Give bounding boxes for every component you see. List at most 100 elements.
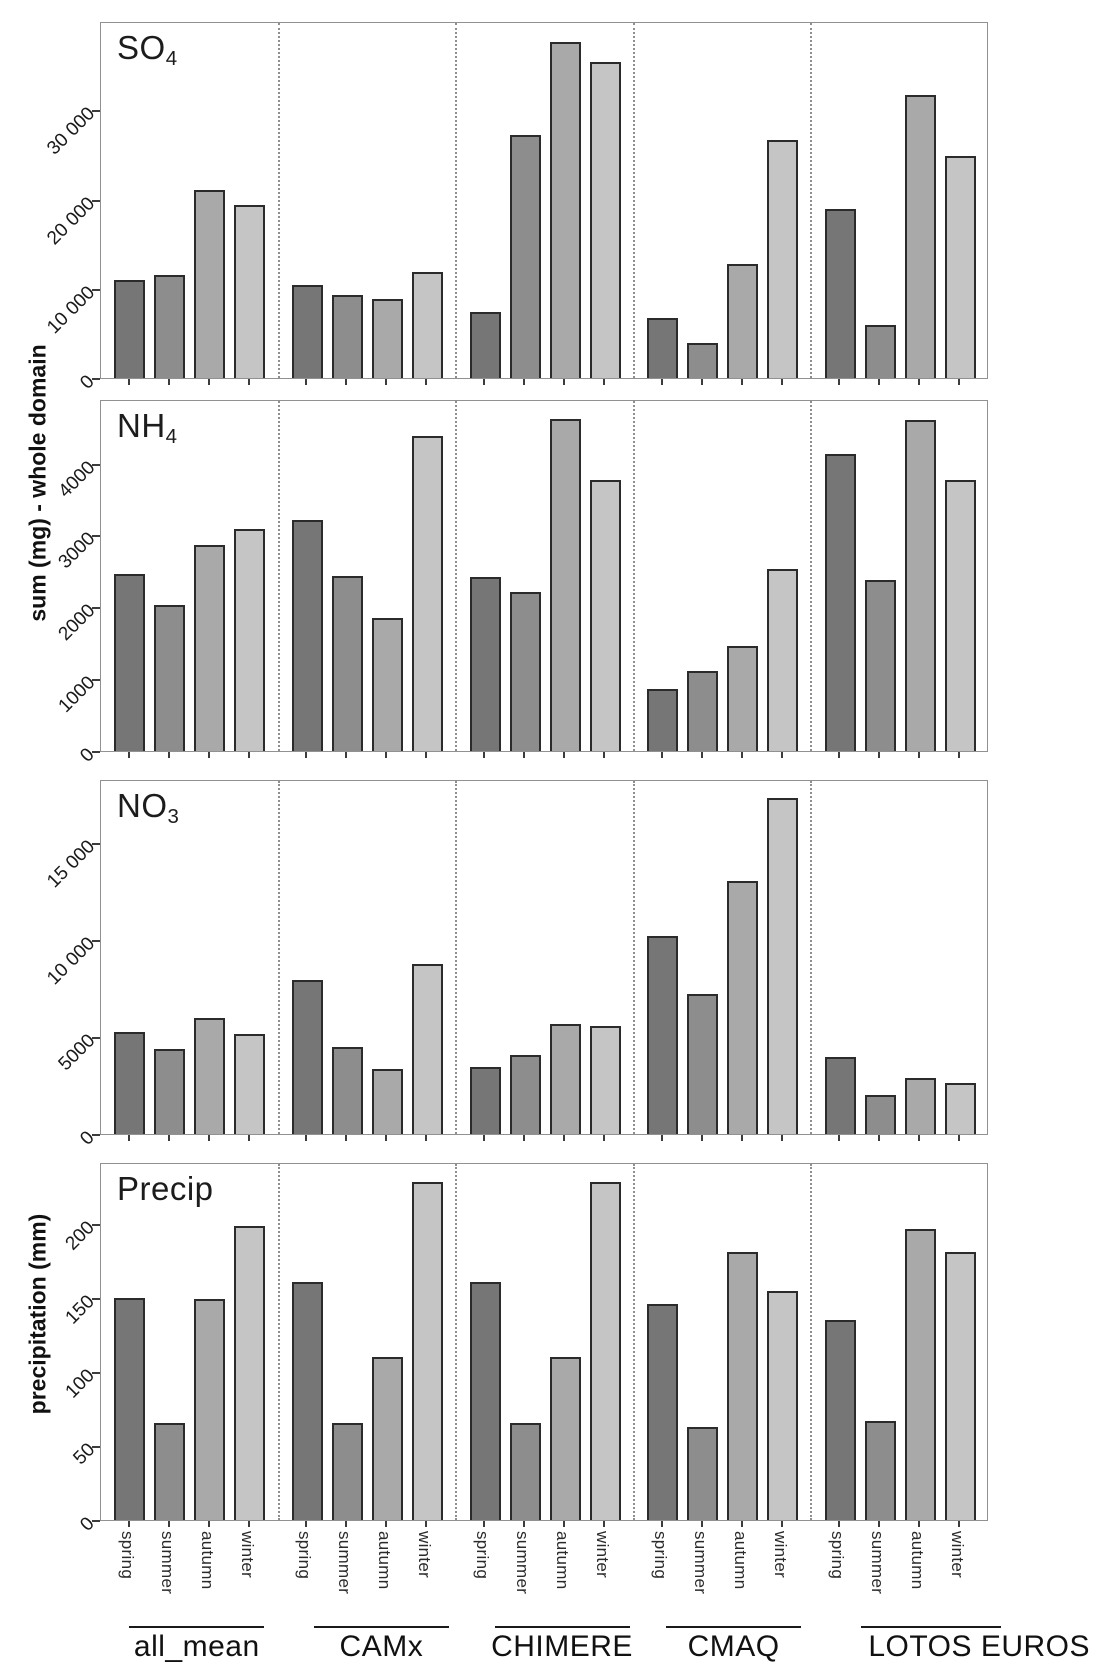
bar-Precip-CMAQ-spring: [647, 1303, 679, 1520]
bar-Precip-CHIMERE-summer: [509, 1422, 541, 1520]
bar-SO4-CHIMERE-winter: [589, 62, 621, 378]
bar-NH4-CMAQ-summer: [687, 671, 719, 751]
x-tick-mark: [918, 1135, 921, 1141]
x-tick-mark: [127, 1135, 130, 1141]
bar-Precip-CHIMERE-autumn: [549, 1356, 581, 1520]
bar-NO3-CHIMERE-autumn: [549, 1024, 581, 1134]
y-tick-label: 10 000: [43, 281, 100, 338]
y-tick-label: 0: [76, 1127, 100, 1150]
x-tick-mark: [838, 1521, 841, 1527]
y-tick-label: 20 000: [43, 192, 100, 249]
x-tick-mark: [483, 379, 485, 385]
x-tick-mark: [425, 379, 428, 385]
season-label-winter: winter: [948, 1531, 968, 1579]
x-tick-mark: [780, 1521, 783, 1527]
y-tick-label: 10 000: [43, 933, 100, 990]
x-tick-mark: [603, 379, 605, 385]
bar-SO4-CHIMERE-summer: [509, 134, 541, 378]
group-divider: [632, 23, 635, 378]
x-tick-mark: [740, 1521, 743, 1527]
bar-Precip-LOTOS_EUROS-autumn: [904, 1228, 936, 1520]
y-tick-mark: [92, 679, 100, 682]
season-label-winter: winter: [415, 1531, 435, 1579]
bar-NO3-all_mean-summer: [154, 1049, 186, 1134]
season-label-summer: summer: [690, 1531, 710, 1595]
panel-title-SO4: SO4: [117, 29, 178, 70]
x-tick-mark: [207, 1521, 210, 1527]
x-tick-mark: [958, 1135, 961, 1141]
bar-SO4-all_mean-summer: [154, 275, 186, 378]
x-tick-mark: [483, 752, 485, 758]
y-tick-label: 200: [61, 1217, 100, 1255]
group-label-CHIMERE: CHIMERE: [491, 1630, 633, 1663]
bar-NO3-all_mean-spring: [114, 1031, 146, 1134]
bar-NO3-CHIMERE-summer: [509, 1054, 541, 1134]
y-tick-mark: [92, 110, 100, 113]
season-label-spring: spring: [650, 1531, 670, 1580]
group-underline-CMAQ: [666, 1626, 802, 1628]
group-label-CAMx: CAMx: [339, 1630, 424, 1663]
bar-Precip-LOTOS_EUROS-spring: [824, 1319, 856, 1520]
x-tick-mark: [918, 752, 921, 758]
x-tick-mark: [740, 1135, 743, 1141]
bar-SO4-CAMx-summer: [331, 295, 363, 378]
bar-Precip-CAMx-summer: [331, 1422, 363, 1520]
panel-title-subscript: 4: [165, 424, 178, 448]
season-label-autumn: autumn: [908, 1531, 928, 1590]
y-axis-title-sum: sum (mg) - whole domain: [24, 344, 51, 622]
bar-NH4-all_mean-autumn: [194, 545, 226, 751]
bar-NH4-CAMx-summer: [331, 576, 363, 751]
bar-NO3-CMAQ-spring: [647, 936, 679, 1134]
bar-SO4-all_mean-spring: [114, 280, 146, 378]
y-tick-mark: [92, 940, 100, 942]
bar-SO4-LOTOS_EUROS-spring: [824, 209, 856, 378]
x-tick-mark: [305, 1521, 308, 1527]
x-tick-mark: [483, 1135, 485, 1141]
bar-Precip-CHIMERE-spring: [469, 1281, 501, 1520]
x-tick-mark: [660, 1135, 663, 1141]
season-label-autumn: autumn: [375, 1531, 395, 1590]
x-tick-mark: [127, 1521, 130, 1527]
x-tick-mark: [425, 752, 428, 758]
x-tick-mark: [958, 752, 961, 758]
group-divider: [810, 781, 813, 1134]
x-tick-mark: [305, 379, 308, 385]
bar-NH4-LOTOS_EUROS-winter: [944, 479, 976, 751]
bar-SO4-CAMx-winter: [411, 272, 443, 378]
x-tick-mark: [345, 1521, 348, 1527]
bar-Precip-CAMx-winter: [411, 1181, 443, 1520]
season-label-spring: spring: [117, 1531, 137, 1580]
y-tick-mark: [92, 1298, 100, 1301]
panel-title-text: NO: [117, 787, 168, 824]
season-label-spring: spring: [295, 1531, 315, 1580]
x-tick-mark: [305, 1135, 308, 1141]
x-tick-mark: [247, 1521, 250, 1527]
bar-NO3-CHIMERE-spring: [469, 1066, 501, 1134]
bar-NO3-CAMx-autumn: [371, 1069, 403, 1134]
season-label-spring: spring: [473, 1531, 492, 1580]
x-tick-mark: [700, 752, 703, 758]
y-tick-mark: [92, 751, 100, 753]
bar-NH4-CAMx-spring: [291, 520, 323, 751]
x-tick-mark: [483, 1521, 485, 1527]
group-divider: [810, 23, 813, 378]
y-tick-label: 0: [76, 371, 100, 394]
bar-NO3-CMAQ-summer: [687, 993, 719, 1134]
bar-NH4-LOTOS_EUROS-autumn: [904, 419, 936, 751]
y-tick-mark: [92, 199, 100, 202]
bar-Precip-all_mean-summer: [154, 1422, 186, 1520]
x-tick-mark: [127, 379, 130, 385]
bar-NO3-CAMx-summer: [331, 1047, 363, 1134]
bar-NO3-CAMx-winter: [411, 964, 443, 1134]
panel-title-subscript: 4: [165, 46, 178, 70]
chart-panel-NH4: NH4: [100, 400, 988, 752]
x-tick-mark: [838, 752, 841, 758]
x-tick-mark: [207, 752, 210, 758]
group-underline-LOTOS_EUROS: [861, 1626, 1002, 1628]
bar-SO4-all_mean-winter: [234, 204, 266, 378]
x-tick-mark: [660, 379, 663, 385]
group-divider: [455, 23, 458, 378]
x-tick-mark: [385, 752, 388, 758]
season-label-autumn: autumn: [197, 1531, 217, 1590]
bar-Precip-CMAQ-autumn: [727, 1252, 759, 1520]
